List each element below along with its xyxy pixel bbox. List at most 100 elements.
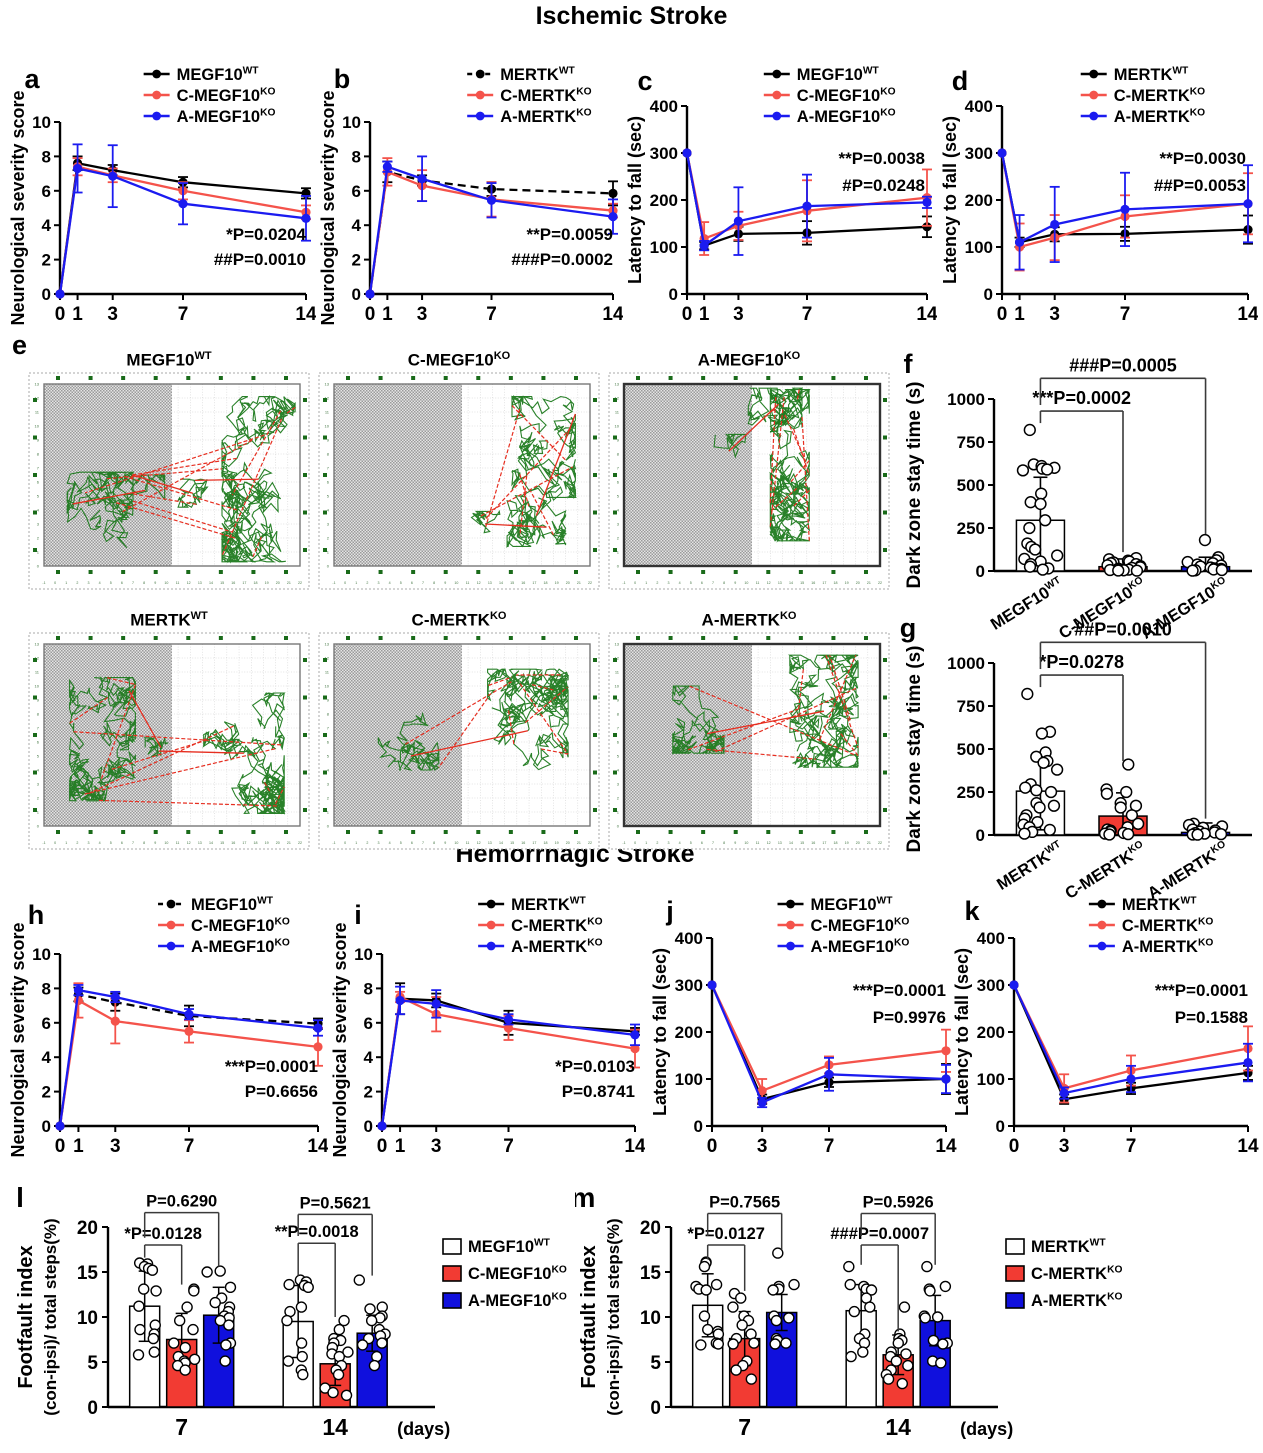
svg-text:2: 2 — [37, 796, 40, 801]
svg-text:1: 1 — [395, 1136, 406, 1157]
svg-text:14: 14 — [499, 841, 503, 845]
svg-text:18: 18 — [833, 581, 837, 585]
svg-text:7: 7 — [37, 466, 40, 471]
svg-text:200: 200 — [675, 1023, 703, 1042]
svg-text:15: 15 — [800, 581, 804, 585]
svg-text:4: 4 — [37, 508, 40, 513]
svg-text:6: 6 — [617, 480, 620, 485]
svg-text:7: 7 — [712, 841, 714, 845]
svg-text:300: 300 — [977, 976, 1005, 995]
svg-text:10: 10 — [32, 113, 51, 132]
svg-text:9: 9 — [327, 698, 330, 703]
svg-text:300: 300 — [965, 144, 993, 163]
svg-text:12: 12 — [477, 841, 481, 845]
svg-text:0: 0 — [976, 562, 985, 581]
svg-text:4: 4 — [327, 508, 330, 513]
svg-text:14: 14 — [885, 1414, 911, 1440]
svg-text:3: 3 — [668, 581, 670, 585]
svg-text:###P=0.0007: ###P=0.0007 — [830, 1225, 929, 1243]
svg-text:13: 13 — [778, 841, 782, 845]
svg-text:14: 14 — [325, 372, 330, 373]
svg-text:A-MERTKKO: A-MERTKKO — [1031, 1292, 1122, 1310]
svg-text:5: 5 — [690, 841, 692, 845]
svg-text:C-MERTKKO: C-MERTKKO — [1122, 917, 1213, 935]
svg-text:1: 1 — [65, 581, 67, 585]
svg-text:20: 20 — [276, 581, 280, 585]
svg-text:22: 22 — [588, 581, 592, 585]
svg-text:C-MEGF10KO: C-MEGF10KO — [468, 1265, 567, 1283]
svg-text:5: 5 — [327, 494, 330, 499]
chart-svg-k: 0 100 200 300 400 0 3 7 14 Latency to fall (sec) M… — [952, 896, 1259, 1157]
svg-text:17: 17 — [822, 841, 826, 845]
svg-text:20: 20 — [640, 1218, 661, 1239]
svg-text:Dark zone stay time (s): Dark zone stay time (s) — [904, 646, 925, 853]
svg-text:0: 0 — [365, 304, 376, 325]
svg-text:3: 3 — [37, 782, 40, 787]
track-panel-title: MERTKWT — [130, 610, 208, 630]
track-plot: 01234567891011121314-1012345678910111213… — [608, 368, 890, 595]
svg-text:5: 5 — [87, 1353, 98, 1374]
svg-text:7: 7 — [802, 304, 813, 325]
svg-text:6: 6 — [411, 581, 413, 585]
svg-text:f: f — [904, 349, 914, 379]
svg-text:250: 250 — [957, 519, 985, 538]
svg-text:***P=0.0002: ***P=0.0002 — [1032, 388, 1131, 408]
svg-text:3: 3 — [617, 782, 620, 787]
svg-text:3: 3 — [733, 304, 744, 325]
svg-text:7: 7 — [824, 1136, 835, 1157]
svg-text:11: 11 — [176, 841, 180, 845]
svg-text:***P=0.0001: ***P=0.0001 — [1155, 981, 1248, 1000]
svg-text:13: 13 — [35, 382, 40, 387]
svg-text:*P=0.0204: *P=0.0204 — [226, 225, 306, 244]
svg-text:4: 4 — [42, 1048, 52, 1067]
svg-text:2: 2 — [76, 841, 78, 845]
svg-text:Latency to fall (sec): Latency to fall (sec) — [650, 948, 670, 1116]
svg-text:19: 19 — [265, 841, 269, 845]
svg-text:4: 4 — [679, 841, 681, 845]
svg-text:19: 19 — [845, 581, 849, 585]
svg-text:400: 400 — [965, 97, 993, 116]
svg-text:17: 17 — [242, 581, 246, 585]
svg-text:3: 3 — [378, 841, 380, 845]
svg-text:0: 0 — [984, 285, 993, 304]
svg-text:14: 14 — [499, 581, 503, 585]
svg-text:0: 0 — [997, 304, 1008, 325]
panel-b-neuro-severity-chart: 0 2 4 6 8 10 0 1 3 7 14 Neurological severity score… — [318, 58, 624, 341]
svg-text:2: 2 — [366, 581, 368, 585]
svg-text:##P=0.0010: ##P=0.0010 — [1074, 619, 1172, 639]
svg-text:P=0.6656: P=0.6656 — [245, 1082, 318, 1101]
svg-text:0: 0 — [682, 304, 693, 325]
svg-text:7: 7 — [327, 726, 330, 731]
svg-text:A-MERTKKO: A-MERTKKO — [1114, 108, 1205, 126]
svg-text:7: 7 — [617, 466, 620, 471]
svg-text:0: 0 — [352, 285, 361, 304]
svg-text:6: 6 — [121, 841, 123, 845]
svg-text:100: 100 — [675, 1070, 703, 1089]
svg-text:(con-ipsi)/ total steps(%): (con-ipsi)/ total steps(%) — [604, 1218, 623, 1415]
track-plot: 01234567891011121314-1012345678910111213… — [28, 628, 310, 855]
svg-text:0: 0 — [54, 841, 56, 845]
svg-text:16: 16 — [231, 841, 235, 845]
svg-text:0: 0 — [377, 1136, 388, 1157]
svg-text:10: 10 — [164, 581, 168, 585]
svg-text:0: 0 — [634, 841, 636, 845]
svg-text:###P=0.0002: ###P=0.0002 — [511, 250, 613, 269]
svg-text:300: 300 — [650, 144, 678, 163]
svg-text:-1: -1 — [332, 581, 335, 585]
svg-text:10: 10 — [32, 945, 51, 964]
svg-text:10: 10 — [325, 684, 330, 689]
svg-text:C-MERTKKO: C-MERTKKO — [1031, 1265, 1122, 1283]
svg-text:1: 1 — [645, 581, 647, 585]
svg-text:*P=0.0103: *P=0.0103 — [555, 1057, 635, 1076]
svg-text:a: a — [24, 64, 40, 94]
svg-text:14: 14 — [602, 304, 623, 325]
svg-text:8: 8 — [723, 581, 725, 585]
svg-text:16: 16 — [521, 581, 525, 585]
svg-text:18: 18 — [253, 581, 257, 585]
svg-text:A-MEGF10KO: A-MEGF10KO — [468, 1292, 567, 1310]
svg-text:5: 5 — [650, 1353, 661, 1374]
svg-text:7: 7 — [184, 1136, 195, 1157]
svg-text:17: 17 — [532, 841, 536, 845]
svg-text:3: 3 — [757, 1136, 768, 1157]
